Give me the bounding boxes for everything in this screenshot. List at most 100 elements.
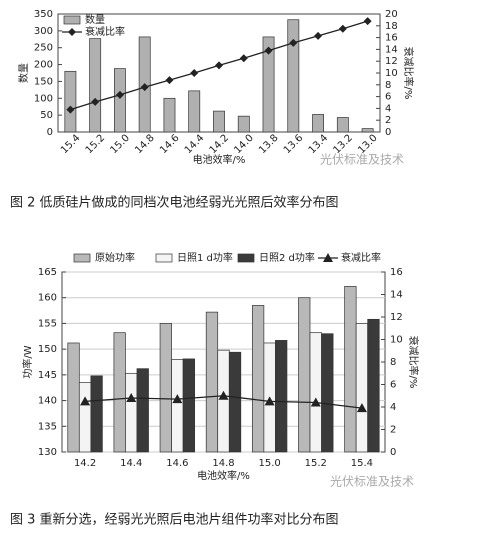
bar bbox=[89, 38, 102, 133]
line-marker bbox=[323, 253, 333, 262]
y-tick-label: 50 bbox=[40, 110, 53, 121]
legend-label: 原始功率 bbox=[95, 251, 135, 264]
bar bbox=[237, 115, 250, 133]
y2-tick-label: 6 bbox=[385, 92, 391, 103]
bar bbox=[298, 297, 311, 453]
x-axis-label: 电池效率/% bbox=[193, 153, 246, 166]
x-tick-label: 14.8 bbox=[212, 458, 234, 469]
y2-tick-label: 8 bbox=[385, 80, 391, 91]
y-tick-label: 130 bbox=[38, 447, 57, 458]
bar bbox=[287, 19, 300, 133]
line-marker bbox=[363, 17, 372, 26]
bar bbox=[275, 340, 288, 453]
legend-label: 日照1 d功率 bbox=[177, 251, 233, 264]
watermark: 光伏标准及技术 bbox=[320, 153, 404, 167]
bar bbox=[309, 332, 322, 453]
bar bbox=[171, 359, 184, 453]
y-tick-label: 145 bbox=[38, 370, 57, 381]
line-marker bbox=[239, 54, 248, 63]
y2-tick-label: 2 bbox=[390, 425, 396, 436]
y-tick-label: 155 bbox=[38, 318, 57, 329]
x-tick-label: 15.2 bbox=[305, 458, 327, 469]
bar bbox=[113, 332, 126, 453]
bar bbox=[163, 97, 176, 133]
line-marker bbox=[264, 396, 275, 406]
y-tick-label: 160 bbox=[38, 293, 57, 304]
bar bbox=[159, 323, 172, 453]
x-tick-label: 14.6 bbox=[166, 458, 188, 469]
bar bbox=[344, 286, 357, 453]
legend-swatch bbox=[73, 253, 91, 263]
y2-tick-label: 16 bbox=[385, 33, 398, 44]
legend-label: 衰减比率 bbox=[341, 251, 381, 264]
bar bbox=[205, 311, 219, 453]
y2-tick-label: 14 bbox=[385, 44, 398, 55]
line-marker bbox=[215, 61, 223, 70]
line-marker bbox=[338, 24, 347, 33]
x-tick-label: 14.0 bbox=[232, 133, 256, 157]
y2-tick-label: 10 bbox=[390, 335, 403, 346]
y2-tick-label: 12 bbox=[390, 312, 403, 323]
line-marker bbox=[68, 28, 76, 36]
x-tick-label: 15.4 bbox=[59, 133, 83, 157]
x-tick-label: 14.6 bbox=[158, 133, 182, 157]
x-tick-label: 13.8 bbox=[257, 133, 281, 157]
line-marker bbox=[314, 31, 323, 40]
bar bbox=[228, 351, 242, 453]
y2-tick-label: 6 bbox=[390, 380, 396, 391]
y2-axis-label: 衰减比率/% bbox=[407, 336, 420, 389]
y-axis-label: 数量 bbox=[17, 63, 30, 83]
line-marker bbox=[140, 83, 149, 92]
y2-tick-label: 4 bbox=[385, 103, 391, 114]
line-marker bbox=[165, 76, 174, 85]
y-tick-label: 165 bbox=[38, 267, 57, 278]
bar bbox=[67, 342, 80, 453]
y2-tick-label: 2 bbox=[385, 115, 391, 126]
y2-tick-label: 0 bbox=[390, 447, 396, 458]
bar bbox=[113, 68, 126, 133]
y2-tick-label: 8 bbox=[390, 357, 396, 368]
line-marker bbox=[190, 69, 199, 77]
bar bbox=[355, 323, 369, 453]
y-tick-label: 250 bbox=[34, 43, 53, 54]
line-marker bbox=[264, 46, 273, 55]
bar bbox=[64, 70, 77, 133]
line-marker bbox=[172, 394, 183, 404]
legend-swatch bbox=[155, 253, 173, 263]
bar bbox=[78, 382, 92, 453]
line-marker bbox=[115, 90, 124, 99]
y-tick-label: 350 bbox=[34, 9, 53, 20]
x-axis-label: 电池效率/% bbox=[197, 469, 250, 482]
x-tick-label: 15.2 bbox=[84, 133, 108, 157]
x-tick-label: 14.2 bbox=[208, 133, 232, 157]
legend-label: 数量 bbox=[85, 13, 105, 26]
y2-tick-label: 18 bbox=[385, 21, 398, 32]
y-tick-label: 140 bbox=[38, 396, 57, 407]
legend-label: 日照2 d功率 bbox=[259, 251, 315, 264]
x-tick-label: 15.0 bbox=[109, 133, 133, 157]
x-tick-label: 14.8 bbox=[133, 133, 157, 157]
legend-swatch bbox=[237, 253, 255, 263]
x-tick-label: 14.2 bbox=[74, 458, 96, 469]
bar bbox=[312, 114, 324, 133]
bar bbox=[136, 368, 149, 453]
line-marker bbox=[66, 105, 75, 114]
x-tick-label: 13.6 bbox=[282, 133, 306, 157]
bar bbox=[251, 305, 265, 453]
y-axis-label: 功率/W bbox=[21, 345, 34, 378]
line-marker bbox=[126, 393, 137, 402]
x-tick-label: 15.0 bbox=[259, 458, 281, 469]
legend-label: 衰减比率 bbox=[85, 25, 125, 38]
x-tick-label: 14.4 bbox=[120, 458, 142, 469]
bar bbox=[321, 333, 334, 453]
bar bbox=[125, 372, 138, 453]
bar bbox=[182, 358, 196, 453]
y-tick-label: 150 bbox=[38, 344, 57, 355]
legend-swatch bbox=[63, 15, 81, 25]
line-marker bbox=[356, 403, 367, 413]
watermark: 光伏标准及技术 bbox=[330, 475, 414, 489]
y2-tick-label: 10 bbox=[385, 68, 398, 79]
y-tick-label: 200 bbox=[34, 60, 53, 71]
bar bbox=[367, 318, 380, 453]
